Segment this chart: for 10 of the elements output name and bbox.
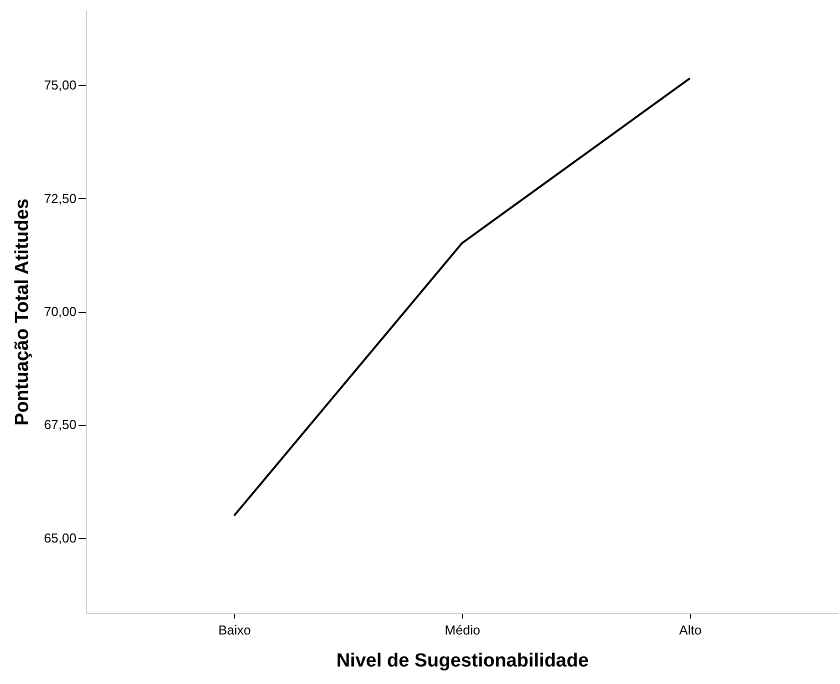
y-tick-label: 70,00 bbox=[44, 304, 76, 319]
y-tick-label: 67,50 bbox=[44, 417, 76, 432]
x-tick-label: Baixo bbox=[218, 622, 251, 638]
y-tick-label: 72,50 bbox=[44, 190, 76, 206]
x-tick-label: Médio bbox=[444, 622, 480, 638]
x-axis-title: Nivel de Sugestionabilidade bbox=[336, 650, 589, 672]
y-axis-title: Pontuação Total Atitudes bbox=[12, 198, 33, 426]
y-tick-label: 65,00 bbox=[44, 530, 76, 546]
y-tick-label: 75,00 bbox=[44, 78, 76, 93]
x-tick-label: Alto bbox=[679, 622, 702, 638]
